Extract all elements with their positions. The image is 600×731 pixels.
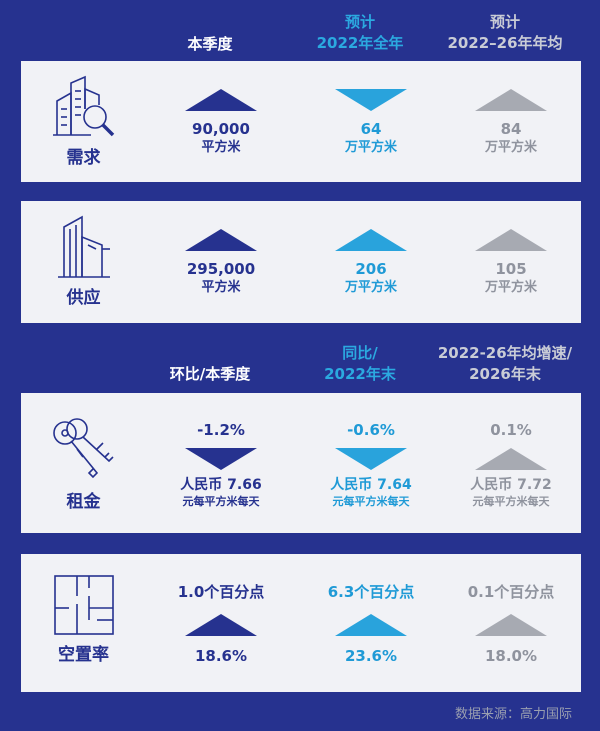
supply-col1: 295,000 平方米 [161, 229, 281, 297]
vacancy-col3: 0.1个百分点 18.0% [441, 582, 581, 666]
rent-col1: -1.2% 人民币 7.66 元每平方米每天 [161, 420, 281, 509]
supply-col2: 206 万平方米 [301, 229, 441, 297]
vacancy-col2: 6.3个百分点 23.6% [301, 582, 441, 666]
rent-side: 租金 [21, 417, 146, 512]
rent-c1-unit: 元每平方米每天 [182, 495, 260, 508]
supply-label: 供应 [66, 288, 101, 308]
supply-panel: 供应 295,000 平方米 206 万平方米 105 万平方米 [21, 201, 581, 323]
header-forecast-2022-26: 预计 2022–26年年均 [447, 13, 563, 52]
supply-c3-unit: 万平方米 [484, 280, 537, 295]
rent-c3-change: 0.1% [490, 421, 532, 439]
up-triangle [475, 89, 547, 111]
vacancy-c2-value: 23.6% [344, 647, 398, 665]
header-current-quarter: 本季度 [187, 35, 233, 53]
vacancy-side: 空置率 [21, 574, 146, 665]
rent-c1-change: -1.2% [197, 421, 245, 439]
demand-c1-unit: 平方米 [201, 140, 241, 155]
rent-label: 租金 [66, 492, 101, 512]
vacancy-label: 空置率 [58, 645, 109, 665]
supply-c1-unit: 平方米 [201, 280, 241, 295]
demand-c2-value: 64 [360, 120, 382, 138]
header-qoq: 环比/本季度 [169, 365, 251, 383]
vacancy-c1-change: 1.0个百分点 [177, 583, 265, 601]
vacancy-c3-value: 18.0% [484, 647, 538, 665]
floor-plan-icon [53, 575, 114, 635]
vacancy-c1-value: 18.6% [194, 647, 248, 665]
source-note: 数据来源：高力国际 [454, 707, 572, 722]
vacancy-c2-change: 6.3个百分点 [327, 583, 415, 601]
down-triangle [335, 89, 407, 111]
demand-c1-value: 90,000 [192, 120, 250, 138]
demand-c3-value: 84 [500, 120, 522, 138]
supply-c1-value: 295,000 [186, 260, 256, 278]
header-yoy: 同比/2022年末 [324, 344, 396, 383]
up-triangle [185, 229, 257, 251]
up-triangle [185, 89, 257, 111]
up-triangle [335, 229, 407, 251]
rent-c3-value: 人民币 7.72 [470, 477, 552, 493]
vacancy-panel: 空置率 1.0个百分点 18.6% 6.3个百分点 23.6% 0.1个百分点 … [21, 554, 581, 692]
rent-c2-change: -0.6% [347, 421, 395, 439]
up-triangle [335, 614, 407, 636]
up-triangle [185, 614, 257, 636]
rent-panel: 租金 -1.2% 人民币 7.66 元每平方米每天 -0.6% 人民币 7.64… [21, 393, 581, 533]
up-triangle [475, 614, 547, 636]
header-growth: 2022-26年均增速/2026年末 [437, 344, 573, 383]
office-tower-icon [57, 215, 110, 278]
supply-c3-value: 105 [495, 260, 527, 278]
header-forecast-2022: 预计 2022年全年 [316, 13, 404, 52]
down-triangle [335, 448, 407, 470]
rent-c2-value: 人民币 7.64 [330, 477, 412, 493]
vacancy-c3-change: 0.1个百分点 [467, 583, 555, 601]
demand-c3-unit: 万平方米 [484, 140, 537, 155]
demand-c2-unit: 万平方米 [344, 140, 397, 155]
vacancy-col1: 1.0个百分点 18.6% [161, 582, 281, 666]
demand-col1: 90,000 平方米 [161, 89, 281, 157]
demand-col3: 84 万平方米 [441, 89, 581, 157]
supply-col3: 105 万平方米 [441, 229, 581, 297]
down-triangle [185, 448, 257, 470]
demand-col2: 64 万平方米 [301, 89, 441, 157]
building-search-icon [52, 75, 114, 137]
rent-col2: -0.6% 人民币 7.64 元每平方米每天 [301, 420, 441, 509]
supply-c2-value: 206 [355, 260, 387, 278]
rent-c3-unit: 元每平方米每天 [472, 495, 550, 508]
demand-panel: 需求 90,000 平方米 64 万平方米 84 万平方米 [21, 61, 581, 182]
demand-label: 需求 [66, 148, 101, 168]
up-triangle [475, 229, 547, 251]
rent-col3: 0.1% 人民币 7.72 元每平方米每天 [441, 420, 581, 509]
supply-side: 供应 [21, 215, 146, 308]
rent-c1-value: 人民币 7.66 [180, 477, 262, 493]
up-triangle [475, 448, 547, 470]
supply-c2-unit: 万平方米 [344, 280, 397, 295]
demand-side: 需求 [21, 75, 146, 168]
rent-c2-unit: 元每平方米每天 [332, 495, 410, 508]
keys-icon [52, 418, 114, 479]
